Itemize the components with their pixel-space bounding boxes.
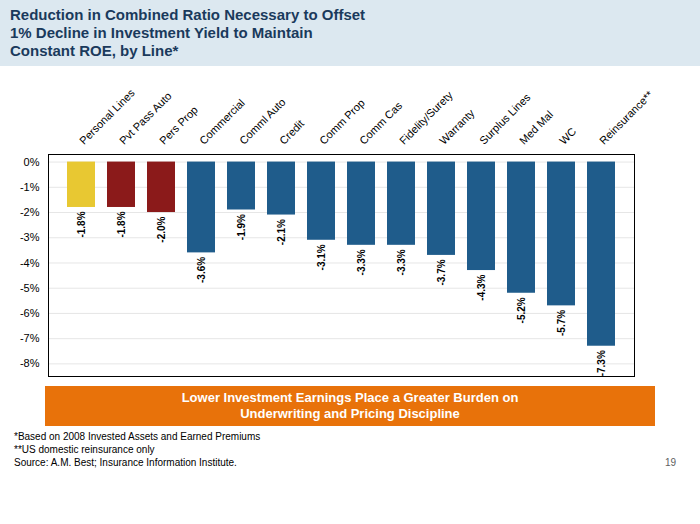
- svg-text:-8%: -8%: [20, 357, 40, 369]
- svg-text:-4.3%: -4.3%: [476, 274, 487, 300]
- html-text:Lower Investment Earnings Plac: Lower Investment Earnings Place a Greate…: [181, 390, 519, 421]
- html-text:**US domestic reinsurance only: **US domestic reinsurance only: [14, 444, 155, 455]
- svg-text:Warranty: Warranty: [437, 106, 477, 146]
- svg-text:Pvt Pass Auto: Pvt Pass Auto: [116, 89, 174, 147]
- svg-text:-2.1%: -2.1%: [276, 219, 287, 245]
- svg-text:-2%: -2%: [20, 206, 40, 218]
- svg-text:-5.2%: -5.2%: [516, 297, 527, 323]
- html-text:*Based on 2008 Invested Assets: *Based on 2008 Invested Assets and Earne…: [14, 431, 261, 442]
- svg-text:WC: WC: [557, 125, 578, 146]
- svg-text:-6%: -6%: [20, 307, 40, 319]
- svg-text:Commercial: Commercial: [196, 96, 247, 147]
- html-text:Source: A.M. Best; Insurance I: Source: A.M. Best; Insurance Information…: [14, 457, 237, 468]
- svg-text:Reinsurance**: Reinsurance**: [597, 88, 656, 147]
- svg-text:Pers Prop: Pers Prop: [157, 103, 200, 146]
- svg-text:Comml Auto: Comml Auto: [236, 95, 288, 147]
- svg-text:0%: 0%: [24, 156, 40, 168]
- svg-text:-7.3%: -7.3%: [596, 350, 607, 376]
- svg-text:-5%: -5%: [20, 282, 40, 294]
- svg-text:-3.3%: -3.3%: [396, 249, 407, 275]
- svg-text:-3.6%: -3.6%: [196, 257, 207, 283]
- svg-text:Personal Lines: Personal Lines: [76, 86, 137, 147]
- svg-text:Comm Prop: Comm Prop: [316, 96, 367, 147]
- svg-text:-7%: -7%: [20, 332, 40, 344]
- svg-text:-1%: -1%: [20, 181, 40, 193]
- svg-text:-4%: -4%: [20, 256, 40, 268]
- svg-text:-2.0%: -2.0%: [156, 216, 167, 242]
- svg-text:-5.7%: -5.7%: [556, 310, 567, 336]
- html-text:19: 19: [664, 457, 676, 468]
- svg-text:Fidelity/Surety: Fidelity/Surety: [396, 88, 455, 147]
- svg-text:-1.9%: -1.9%: [236, 214, 247, 240]
- svg-text:-1.8%: -1.8%: [116, 211, 127, 237]
- svg-text:-3.3%: -3.3%: [356, 249, 367, 275]
- svg-text:-3.7%: -3.7%: [436, 259, 447, 285]
- svg-text:-3%: -3%: [20, 231, 40, 243]
- svg-text:Comm Cas: Comm Cas: [356, 99, 405, 147]
- html-text:Reduction in Combined Ratio Ne: Reduction in Combined Ratio Necessary to…: [10, 6, 366, 59]
- svg-text:Med Mal: Med Mal: [517, 108, 555, 146]
- svg-text:Surplus Lines: Surplus Lines: [476, 91, 533, 147]
- svg-text:-1.8%: -1.8%: [76, 211, 87, 237]
- svg-text:Credit: Credit: [277, 117, 306, 146]
- svg-text:-3.1%: -3.1%: [316, 244, 327, 270]
